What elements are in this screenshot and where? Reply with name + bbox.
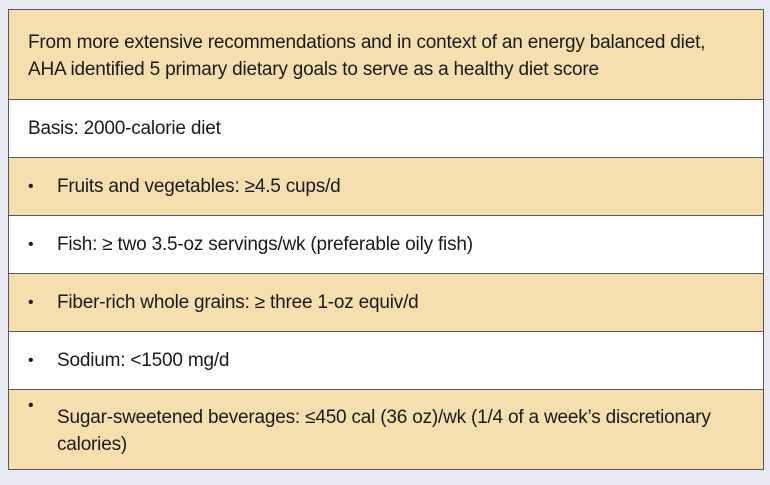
list-item: • Sugar-sweetened beverages: ≤450 cal (3… [9,390,763,469]
bullet-icon: • [28,178,34,195]
diet-goals-table: From more extensive recommendations and … [8,9,764,470]
bullet-icon: • [28,294,34,311]
bullet-icon: • [28,397,34,414]
list-item-text: Fish: ≥ two 3.5-oz servings/wk (preferab… [57,234,473,255]
basis-row: Basis: 2000-calorie diet [9,100,763,158]
list-item: • Sodium: <1500 mg/d [9,332,763,390]
bullet-icon: • [28,352,34,369]
header-text: From more extensive recommendations and … [28,31,706,80]
table-header-row: From more extensive recommendations and … [9,10,763,100]
list-item: • Fruits and vegetables: ≥4.5 cups/d [9,158,763,216]
basis-text: Basis: 2000-calorie diet [28,118,221,139]
list-item-text: Sugar-sweetened beverages: ≤450 cal (36 … [57,406,711,455]
bullet-icon: • [28,236,34,253]
list-item: • Fiber-rich whole grains: ≥ three 1-oz … [9,274,763,332]
list-item-text: Fruits and vegetables: ≥4.5 cups/d [57,176,341,197]
list-item: • Fish: ≥ two 3.5-oz servings/wk (prefer… [9,216,763,274]
list-item-text: Fiber-rich whole grains: ≥ three 1-oz eq… [57,292,419,313]
list-item-text: Sodium: <1500 mg/d [57,350,230,371]
